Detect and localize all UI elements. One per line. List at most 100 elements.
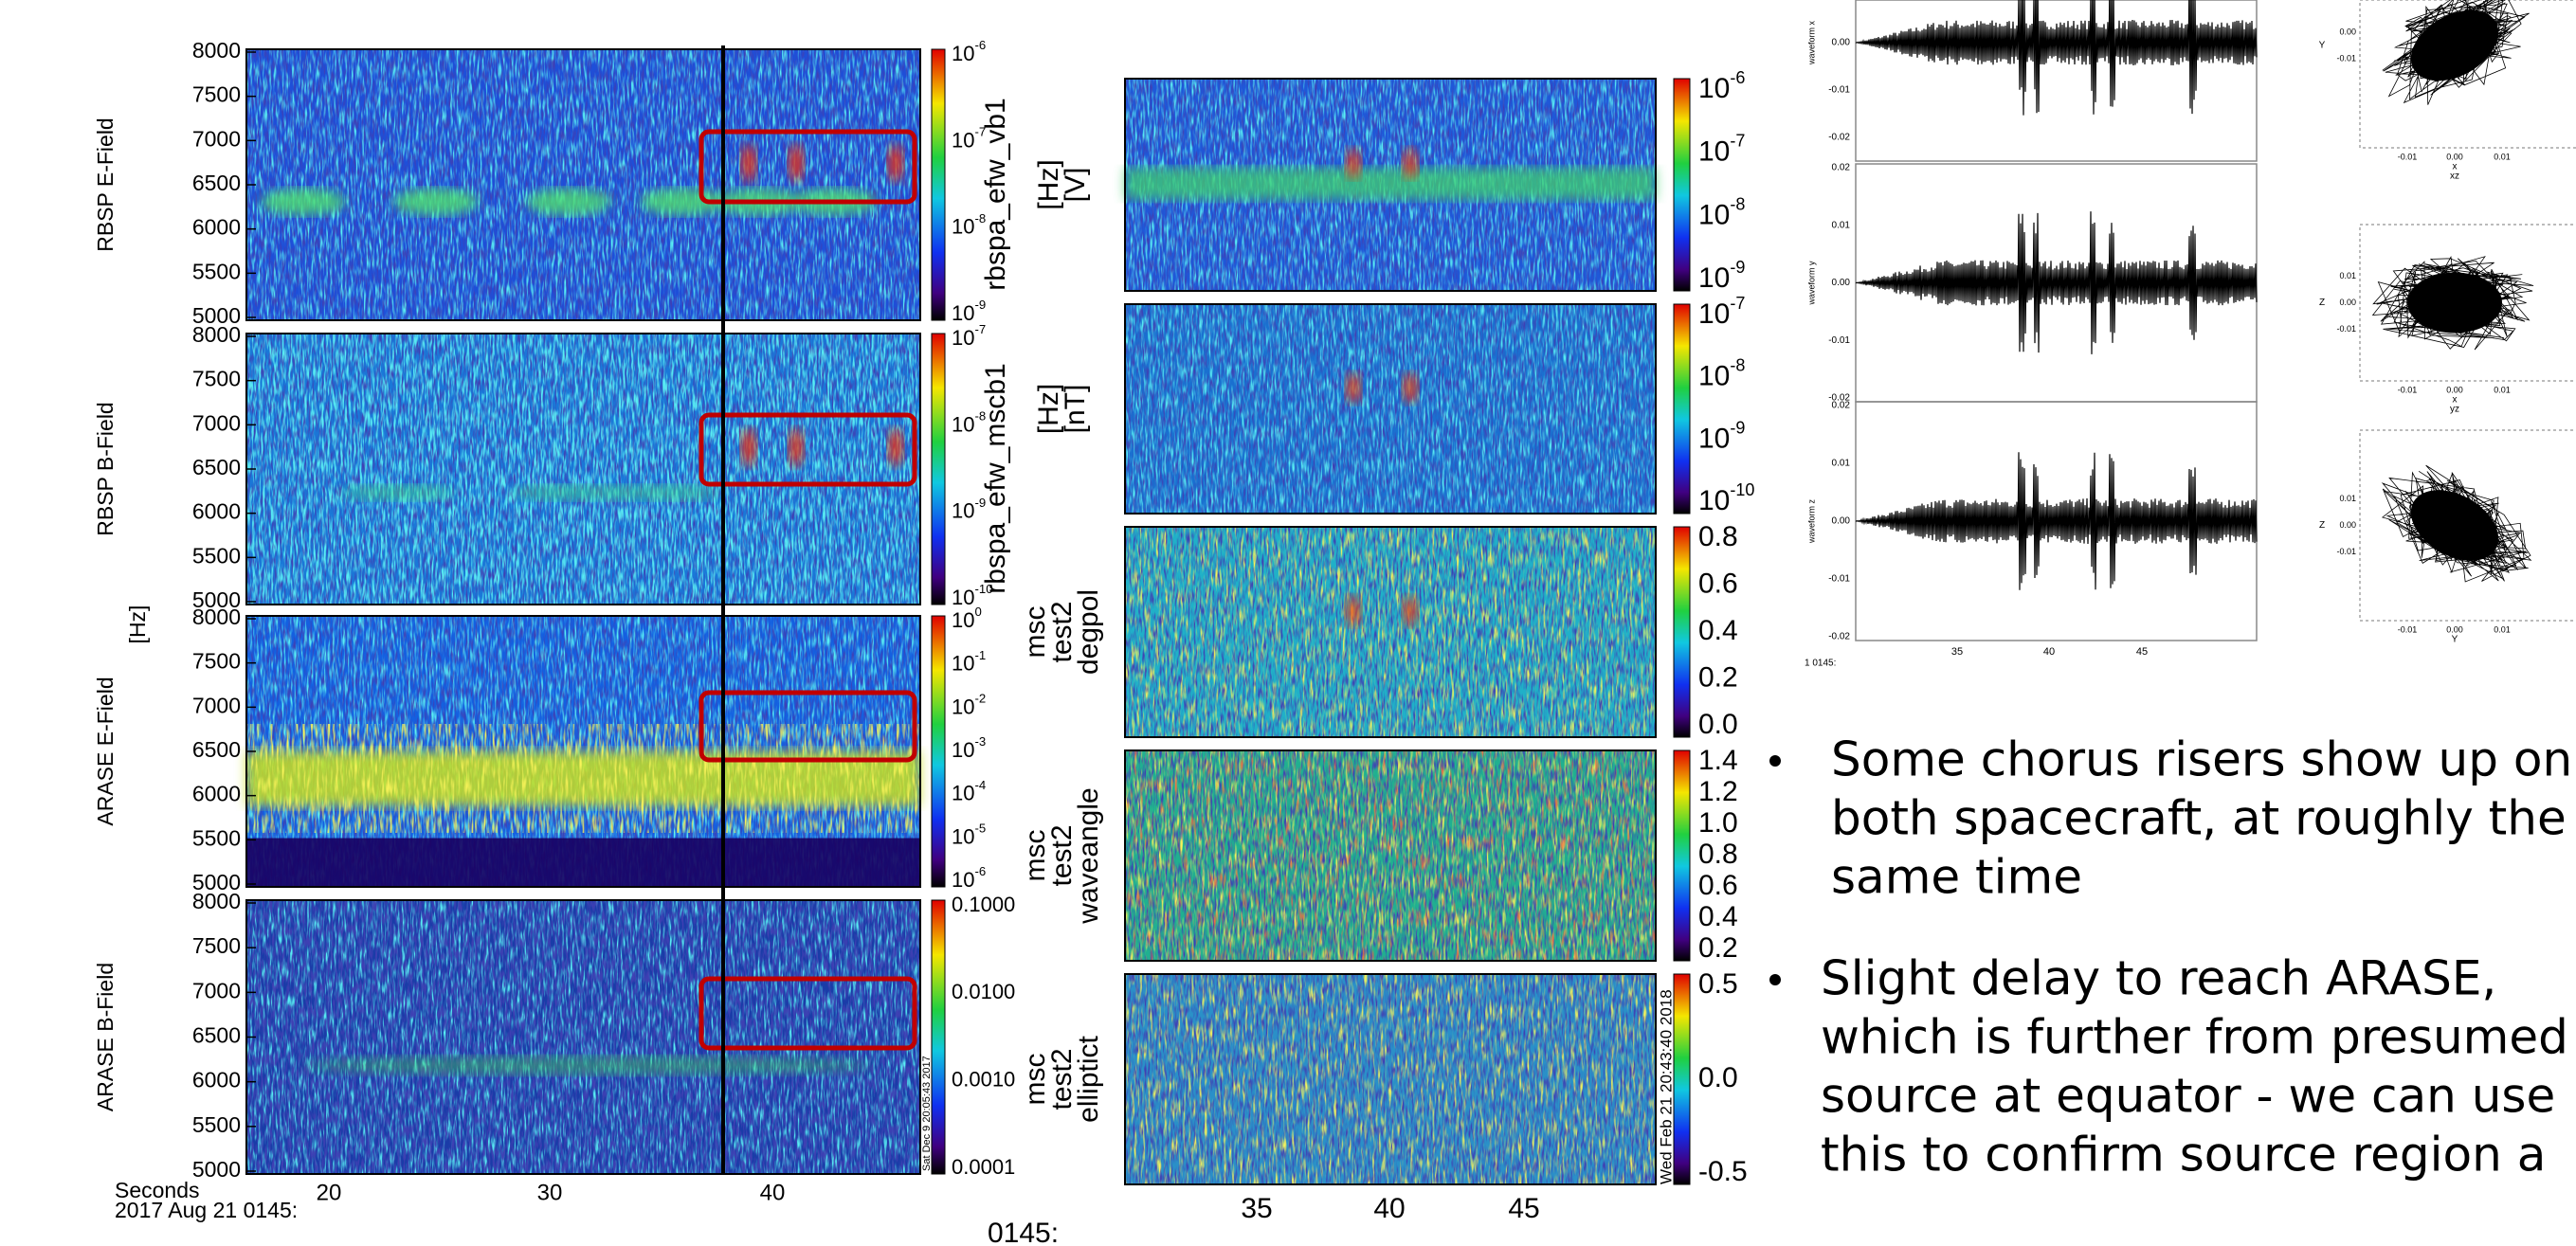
y-tick-label: 0.01: [1832, 220, 1851, 230]
tick-exponent: -7: [1730, 294, 1745, 313]
plot-title: xz: [2450, 172, 2459, 182]
colorbar-tick-label: 1.0: [1698, 807, 1738, 839]
colorbar: [931, 48, 946, 321]
colorbar: [931, 615, 946, 888]
spectrogram-texture: [246, 724, 920, 833]
x-tick-label: -0.01: [2398, 385, 2418, 394]
y-tick-label: -0.01: [1828, 335, 1850, 346]
plot-frame: [2359, 0, 2576, 149]
colorbar-tick-label: 10-8: [952, 211, 986, 238]
tick-base: 10: [1698, 298, 1730, 330]
waveform: [1856, 0, 2258, 116]
tick-exponent: -7: [974, 125, 986, 139]
panel-title: msc: [1020, 1054, 1051, 1106]
emission: [1346, 148, 1361, 179]
emission: [1346, 372, 1361, 404]
y-axis-label: Z: [2319, 298, 2325, 308]
colorbar-tick-label: 0.0010: [952, 1067, 1015, 1091]
colorbar-tick-label: 10-9: [952, 298, 986, 325]
spectrogram-texture: [1125, 304, 1656, 514]
colorbar-tick-label: 100: [952, 605, 982, 632]
x-tick-label: -0.01: [2398, 624, 2418, 634]
y-tick-label: 5000: [192, 1157, 241, 1182]
colorbar-tick-label: 0.0100: [952, 980, 1015, 1003]
x-tick-label: 0.01: [2494, 152, 2511, 161]
colorbar-tick-label: 10-4: [952, 778, 986, 804]
colorbar-tick-label: 10-6: [952, 39, 986, 65]
colorbar-tick-label: 10-9: [952, 496, 986, 522]
y-tick-label: -0.01: [1828, 574, 1850, 585]
y-tick-label: 7500: [192, 933, 241, 958]
tick-exponent: -1: [974, 648, 986, 662]
colorbar-tick-label: 10-7: [1698, 294, 1745, 330]
y-tick-label: 5000: [192, 587, 241, 612]
bullet-text: Slight delay to reach ARASE,: [1821, 951, 2496, 1006]
tick-base: 10: [952, 326, 974, 350]
colorbar-title: rbspa_efw_vb1: [980, 98, 1011, 290]
tick-base: 10: [952, 738, 974, 762]
x-date: 1 0145:: [1805, 659, 1836, 669]
panel-title: elliptict: [1073, 1035, 1104, 1122]
stamp: Sat Dec 9 20:05:43 2017: [921, 1056, 933, 1171]
y-tick-label: 0.00: [1832, 516, 1851, 527]
y-tick-label: 8000: [192, 322, 241, 347]
tick-exponent: -6: [974, 39, 986, 53]
y-tick-label: 6500: [192, 455, 241, 479]
tick-exponent: -7: [974, 323, 986, 337]
y-tick-label: 5500: [192, 543, 241, 568]
colorbar-tick-label: 10-8: [1698, 355, 1745, 391]
emission: [526, 189, 611, 215]
bullet-text: both spacecraft, at roughly the: [1831, 791, 2567, 846]
panel-title: test2: [1046, 824, 1078, 886]
x-tick-label: 0.00: [2446, 624, 2463, 634]
bullet-dot: [1769, 974, 1781, 985]
y-tick-label: 8000: [192, 889, 241, 913]
y-tick-label: -0.01: [1828, 85, 1850, 96]
highlight-box: [698, 129, 917, 205]
highlight-box: [698, 976, 917, 1051]
panel-frame: [1124, 303, 1657, 515]
colorbar-tick-label: 0.8: [1698, 521, 1738, 552]
x-date: 0145:: [988, 1218, 1059, 1246]
panel-title: [Hz]: [1033, 384, 1064, 434]
x-tick-label: 40: [760, 1180, 786, 1205]
colorbar-tick-label: 0.4: [1698, 901, 1738, 932]
colorbar-tick-label: 0.2: [1698, 932, 1738, 964]
tick-base: 10: [952, 868, 974, 892]
panel-title: msc: [1020, 830, 1051, 882]
colorbar-tick-label: 0.0: [1698, 709, 1738, 740]
panel-title: msc: [1020, 606, 1051, 659]
emission: [888, 144, 903, 183]
y-tick-label: 8000: [192, 605, 241, 629]
tick-exponent: -2: [974, 692, 986, 706]
colorbar-tick-label: 0.1000: [952, 893, 1015, 916]
panel-label: waveform z: [1806, 498, 1816, 544]
colorbar-tick-label: 10-10: [1698, 480, 1754, 516]
plot-frame: [2359, 224, 2576, 382]
x-tick-label: 40: [1373, 1193, 1405, 1224]
y-tick-label: 7000: [192, 693, 241, 717]
y-tick-label: 7000: [192, 410, 241, 435]
tick-base: 10: [1698, 262, 1730, 294]
y-tick-label: 6000: [192, 215, 241, 240]
panel-title: test2: [1046, 601, 1078, 662]
panel-frame: [1124, 749, 1657, 962]
y-unit: [Hz]: [125, 605, 150, 644]
y-tick-label: 5000: [192, 870, 241, 894]
highlight-box: [698, 412, 917, 487]
colorbar-tick-label: 10-8: [1698, 194, 1745, 230]
tick-base: 10: [1698, 485, 1730, 516]
content: 800075007000650060005500500010-610-710-8…: [93, 0, 2576, 1246]
tick-base: 10: [1698, 136, 1730, 168]
bullet-text: same time: [1831, 850, 2082, 905]
x-axis-label: x: [2453, 162, 2458, 172]
panel-label: ARASE E-Field: [93, 677, 118, 825]
x-tick-label: 30: [537, 1180, 563, 1205]
plot-frame: [2359, 429, 2576, 622]
y-tick-label: 6500: [192, 737, 241, 762]
stamp: Wed Feb 21 20:43:40 2018: [1657, 989, 1675, 1184]
y-tick-label: -0.02: [1828, 133, 1850, 143]
spectrogram-texture: [1125, 750, 1656, 961]
